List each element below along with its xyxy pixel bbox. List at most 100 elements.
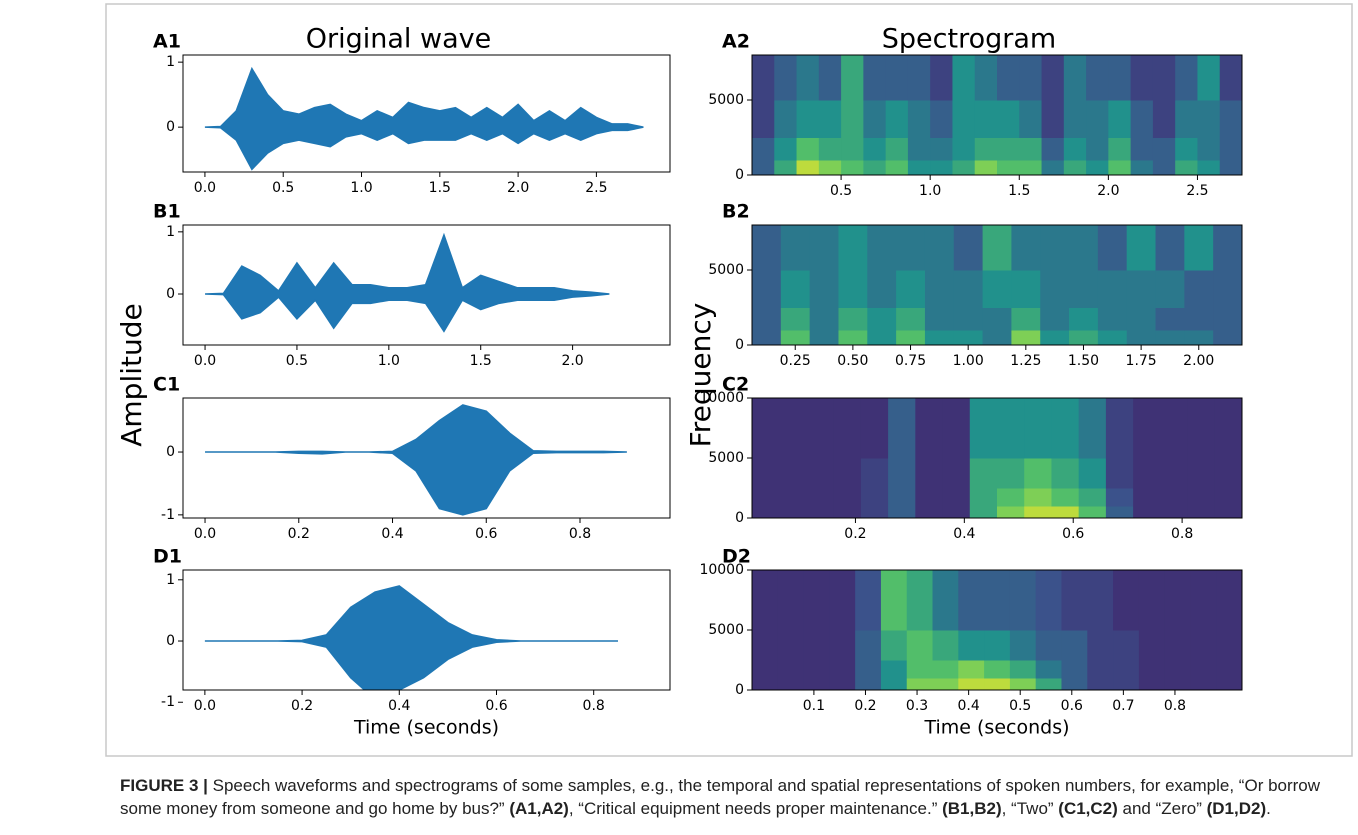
spectrogram-cell	[1160, 488, 1189, 507]
x-tick-label: 0.6	[1061, 698, 1083, 714]
spectrogram-cell	[969, 506, 998, 518]
spectrogram-cell	[838, 270, 868, 308]
y-tick-label: 5000	[708, 622, 744, 638]
x-tick-label: 1.0	[919, 183, 941, 199]
spectrogram-cell	[809, 225, 839, 271]
spectrogram-cell	[1105, 506, 1134, 518]
spectrogram-cell	[982, 330, 1012, 345]
spectrogram-cell	[1184, 330, 1214, 345]
spectrogram-cell	[1061, 630, 1088, 661]
caption-text: , “Two”	[1001, 799, 1059, 818]
x-tick-label: 2.0	[507, 180, 529, 196]
spectrogram-cell	[907, 160, 931, 175]
spectrogram-cell	[1009, 630, 1037, 661]
spectrogram-cell	[1214, 458, 1242, 489]
spectrogram-cell	[1197, 137, 1221, 161]
spectrogram-cell	[1113, 570, 1140, 631]
spectrogram-cell	[1126, 307, 1157, 331]
spectrogram-cell	[1214, 506, 1242, 518]
spectrogram-cell	[974, 55, 998, 101]
spectrogram-cell	[1216, 660, 1242, 679]
spectrogram-cell	[841, 160, 864, 175]
spectrogram-cell	[860, 398, 889, 459]
spectrogram-cell	[930, 160, 953, 175]
spectrogram-cell	[1011, 225, 1041, 271]
caption-bold: (D1,D2)	[1206, 799, 1267, 818]
spectrogram-cell	[863, 100, 887, 138]
spectrogram-cell	[984, 570, 1011, 631]
spectrogram-cell	[1024, 398, 1052, 459]
spectrogram-cell	[1011, 270, 1041, 308]
spectrogram-cell	[969, 488, 998, 507]
spectrogram-cell	[1184, 307, 1214, 331]
spectrogram-cell	[1087, 678, 1114, 690]
spectrogram-cell	[984, 678, 1011, 690]
spectrogram-cell	[752, 307, 782, 331]
spectrogram-cell	[1133, 488, 1161, 507]
spectrogram-cell	[1126, 330, 1157, 345]
spectrogram-cell	[1219, 137, 1242, 161]
spectrogram-cell	[974, 137, 998, 161]
spectrogram-cell	[1069, 330, 1099, 345]
plot-area	[205, 232, 610, 333]
y-tick-label: 0	[166, 119, 175, 135]
spectrogram-cell	[867, 270, 897, 308]
spectrogram-cell	[969, 458, 998, 489]
x-tick-label: 0.8	[583, 698, 605, 714]
spectrogram-cell	[777, 678, 805, 690]
spectrogram-cell	[1138, 570, 1166, 631]
spectrogram-cell	[1133, 506, 1161, 518]
spectrogram-cell	[953, 330, 984, 345]
y-tick-label: 1	[166, 54, 175, 70]
plot-area	[204, 585, 618, 690]
spectrogram-cell	[1138, 678, 1166, 690]
spectrogram-cell	[838, 225, 868, 271]
spectrogram-cell	[942, 488, 971, 507]
x-tick-label: 0.50	[837, 353, 868, 369]
spectrogram-cell	[1078, 458, 1107, 489]
x-tick-label: 0.1	[803, 698, 825, 714]
spectrogram-cell	[752, 630, 779, 661]
spectrogram-cell	[907, 137, 931, 161]
spectrogram-cell	[779, 488, 807, 507]
spectrogram-cell	[841, 55, 864, 101]
spectrogram-cell	[888, 488, 916, 507]
x-tick-label: 0.4	[953, 526, 975, 542]
x-tick-label: 2.00	[1183, 353, 1214, 369]
spectrogram-cell	[997, 458, 1025, 489]
spectrogram-cell	[1063, 55, 1087, 101]
spectrogram-cell	[1041, 100, 1065, 138]
spectrogram-cell	[1152, 55, 1176, 101]
y-tick-label: -1	[161, 694, 175, 710]
spectrogram-cell	[1190, 570, 1217, 631]
spectrogram-cell	[806, 398, 835, 459]
spectrogram-cell	[1035, 678, 1062, 690]
spectrogram-cell	[942, 458, 971, 489]
spectrogram-cell	[1097, 225, 1128, 271]
spectrogram-cell	[974, 100, 998, 138]
spectrogram-cell	[952, 137, 976, 161]
spectrogram-cell	[958, 678, 985, 690]
spectrogram-cell	[841, 100, 864, 138]
spectrogram-cell	[997, 137, 1020, 161]
spectrogram-cell	[1197, 55, 1221, 101]
x-tick-label: 0.4	[381, 526, 403, 542]
spectrogram-cell	[818, 100, 842, 138]
spectrogram-cell	[1214, 398, 1242, 459]
axes-frame	[182, 569, 671, 691]
x-tick-label: 0.6	[475, 526, 497, 542]
spectrogram-cell	[1184, 225, 1214, 271]
y-tick-label: 0	[166, 444, 175, 460]
spectrogram-cell	[1041, 55, 1065, 101]
spectrogram-cell	[896, 225, 926, 271]
y-tick-label: 5000	[708, 92, 744, 108]
spectrogram-cell	[863, 160, 887, 175]
spectrogram-cell	[796, 100, 820, 138]
spectrogram-cell	[982, 225, 1012, 271]
spectrogram-cell	[1061, 660, 1088, 679]
y-tick-label: 5000	[708, 450, 744, 466]
x-tick-label: 0.3	[906, 698, 928, 714]
spectrogram-cell	[1155, 225, 1185, 271]
spectrogram-cell	[774, 137, 798, 161]
spectrogram-cell	[1130, 100, 1154, 138]
